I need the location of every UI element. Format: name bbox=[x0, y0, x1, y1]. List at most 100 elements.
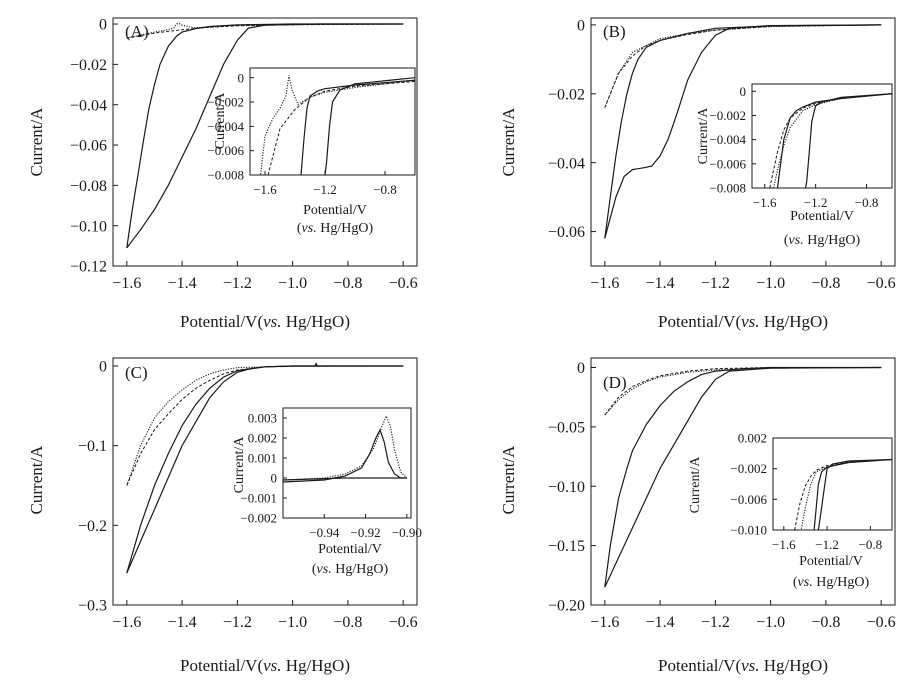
panel-b-x-tick-label: −0.6 bbox=[867, 275, 896, 292]
panel-a-inset: Current/A Potential/V (vs. Hg/HgO) −1.6−… bbox=[207, 67, 416, 236]
panel-c-inset-x-tick-label: −0.92 bbox=[351, 525, 381, 540]
panel-b-frame bbox=[590, 17, 896, 267]
panel-d-x-tick-label: −1.2 bbox=[701, 614, 730, 631]
panel-b-inset-x-label: Potential/V bbox=[790, 209, 854, 224]
panel-d-y-tick-label: 0 bbox=[577, 360, 585, 377]
panel-d-inset-series-anodic-return bbox=[813, 458, 892, 530]
panel-c-x-tick-label: −1.6 bbox=[112, 614, 141, 631]
panel-d-inset-y-tick-label: −0.010 bbox=[730, 523, 767, 538]
panel-a-y-tick-label: −0.12 bbox=[70, 259, 107, 276]
panel-a-y-tick-label: −0.10 bbox=[70, 218, 107, 235]
inset-vs: vs. bbox=[317, 562, 332, 577]
panel-d-inset-series-blank-anodic bbox=[794, 459, 892, 530]
panel-d-inset-y-tick-label: −0.002 bbox=[730, 461, 767, 476]
x-axis-label-tail: Hg/HgO) bbox=[760, 312, 828, 331]
panel-a-inset-y-tick-label: −0.002 bbox=[207, 95, 244, 110]
panel-b-y-ticks: 0 −0.02 −0.04 −0.06 bbox=[548, 17, 596, 241]
x-axis-label-vs: vs. bbox=[741, 312, 759, 331]
panel-c-y-ticks: 0 −0.1 −0.2 −0.3 bbox=[78, 359, 118, 615]
panel-c-x-tick-label: −0.6 bbox=[389, 614, 418, 631]
panel-d-series-blank-anodic bbox=[604, 367, 882, 416]
panel-a-inset-x-ticks: −1.6 −1.2 −0.8 bbox=[253, 171, 397, 197]
panel-a-label: (A) bbox=[125, 22, 149, 41]
x-axis-label-tail: Hg/HgO) bbox=[282, 312, 350, 331]
panel-c-inset-frame bbox=[282, 407, 412, 519]
panel-d-inset-x-ticks: −1.6 −1.2 −0.8 bbox=[772, 526, 882, 552]
panel-b-inset-series-cathodic-sweep bbox=[804, 93, 892, 188]
panel-a-inset-series-anodic-return bbox=[300, 79, 415, 175]
panel-a-inset-frame bbox=[249, 67, 416, 176]
x-axis-label-head: Potential/V( bbox=[658, 656, 741, 675]
panel-a-x-tick-label: −0.8 bbox=[333, 275, 362, 292]
panel-a: (A) Current/A Potential/V(vs. Hg/HgO) −1… bbox=[27, 17, 418, 331]
panel-c-inset-y-ticks: 0.003 0.002 0.001 0 −0.001 −0.002 bbox=[240, 411, 287, 526]
panel-d-y-ticks: 0 −0.05 −0.10 −0.15 −0.20 bbox=[548, 360, 596, 615]
panel-d-x-tick-label: −0.8 bbox=[811, 614, 840, 631]
panel-a-inset-y-tick-label: −0.004 bbox=[207, 119, 244, 134]
panel-d-inset-x-label-ref: (vs. Hg/HgO) bbox=[793, 575, 870, 590]
panel-a-inset-y-tick-label: −0.006 bbox=[207, 143, 244, 158]
panel-b: (B) Current/A Potential/V(vs. Hg/HgO) −1… bbox=[499, 17, 896, 331]
panel-b-x-ticks: −1.6 −1.4 −1.2 −1.0 −0.8 −0.6 bbox=[590, 261, 896, 292]
panel-d-x-tick-label: −1.6 bbox=[590, 614, 619, 631]
panel-c-series-blank-cathodic bbox=[126, 365, 404, 486]
panel-b-inset-x-tick-label: −1.6 bbox=[753, 195, 777, 210]
panel-a-inset-series-blank-anodic bbox=[267, 80, 415, 175]
panel-b-inset-y-tick-label: −0.002 bbox=[709, 108, 746, 123]
panel-a-x-tick-label: −1.4 bbox=[168, 275, 197, 292]
panel-d-inset-x-tick-label: −0.8 bbox=[859, 537, 883, 552]
inset-vs: vs. bbox=[789, 233, 804, 248]
panel-d-series bbox=[604, 366, 882, 588]
panel-c-inset-y-tick-label: −0.002 bbox=[240, 511, 277, 526]
panel-a-x-tick-label: −1.0 bbox=[278, 275, 307, 292]
panel-c-inset-x-tick-label: −0.90 bbox=[392, 525, 422, 540]
panel-c-inset-series-baseline bbox=[283, 477, 407, 481]
panel-a-y-axis-label: Current/A bbox=[27, 107, 46, 177]
panel-d-label: (D) bbox=[603, 373, 627, 392]
panel-d-y-axis-label: Current/A bbox=[499, 445, 518, 515]
panel-b-inset-y-tick-label: 0 bbox=[740, 84, 747, 99]
panel-b-inset-x-tick-label: −0.8 bbox=[855, 195, 879, 210]
panel-b-label: (B) bbox=[603, 22, 626, 41]
panel-c-inset-series-peak-2 bbox=[283, 414, 408, 481]
panel-a-y-ticks: 0 −0.02 −0.04 −0.06 −0.08 −0.10 −0.12 bbox=[70, 17, 118, 276]
panel-b-inset-y-label: Current/A bbox=[696, 107, 711, 165]
x-axis-label-vs: vs. bbox=[741, 656, 759, 675]
panel-c-inset-y-tick-label: −0.001 bbox=[240, 491, 277, 506]
panel-a-inset-x-label: Potential/V bbox=[303, 203, 367, 218]
panel-a-x-ticks: −1.6 −1.4 −1.2 −1.0 −0.8 −0.6 bbox=[112, 261, 418, 292]
panel-c-inset-y-label: Current/A bbox=[232, 436, 247, 494]
panel-d-series-blank-cathodic bbox=[604, 366, 882, 416]
panel-d-x-tick-label: −1.4 bbox=[646, 614, 675, 631]
panel-b-x-tick-label: −1.4 bbox=[646, 275, 675, 292]
panel-a-inset-x-tick-label: −1.6 bbox=[253, 182, 277, 197]
panel-b-y-axis-label: Current/A bbox=[499, 107, 518, 177]
panel-c-inset-y-tick-label: 0 bbox=[271, 471, 278, 486]
x-axis-label-head: Potential/V( bbox=[180, 656, 263, 675]
panel-b-series-cathodic-sweep bbox=[604, 24, 882, 239]
panel-d-inset-x-label: Potential/V bbox=[799, 554, 863, 569]
inset-ref-rest: Hg/HgO) bbox=[813, 575, 870, 590]
panel-d: (D) Current/A Potential/V(vs. Hg/HgO) −1… bbox=[499, 357, 896, 675]
panel-b-series bbox=[604, 24, 882, 239]
panel-b-x-tick-label: −0.8 bbox=[811, 275, 840, 292]
panel-b-inset-series-blank-cathodic bbox=[773, 93, 892, 188]
panel-b-series-group bbox=[604, 24, 882, 239]
panel-b-inset: Current/A Potential/V (vs. Hg/HgO) −1.6−… bbox=[696, 83, 893, 248]
panel-b-y-tick-label: −0.04 bbox=[548, 155, 585, 172]
panel-b-inset-y-ticks: 0 −0.002 −0.004 −0.006 −0.008 bbox=[709, 84, 756, 196]
panel-a-inset-x-tick-label: −0.8 bbox=[373, 182, 397, 197]
panel-a-inset-x-tick-label: −1.2 bbox=[313, 182, 337, 197]
panel-b-series-blank-anodic bbox=[604, 24, 882, 108]
panel-d-inset-y-tick-label: 0.002 bbox=[738, 431, 767, 446]
panel-a-frame bbox=[112, 17, 418, 267]
panel-b-x-tick-label: −1.6 bbox=[590, 275, 619, 292]
panel-b-inset-series-blank-anodic bbox=[769, 93, 892, 188]
panel-d-x-axis-label: Potential/V(vs. Hg/HgO) bbox=[658, 656, 828, 675]
panel-b-inset-y-tick-label: −0.004 bbox=[709, 132, 746, 147]
panel-c-inset-x-ticks: −0.94 −0.92 −0.90 bbox=[309, 514, 422, 540]
panel-c-inset-series bbox=[283, 414, 408, 483]
panel-c-inset-x-label-ref: (vs. Hg/HgO) bbox=[312, 562, 389, 577]
panel-a-inset-y-label: Current/A bbox=[213, 92, 228, 150]
